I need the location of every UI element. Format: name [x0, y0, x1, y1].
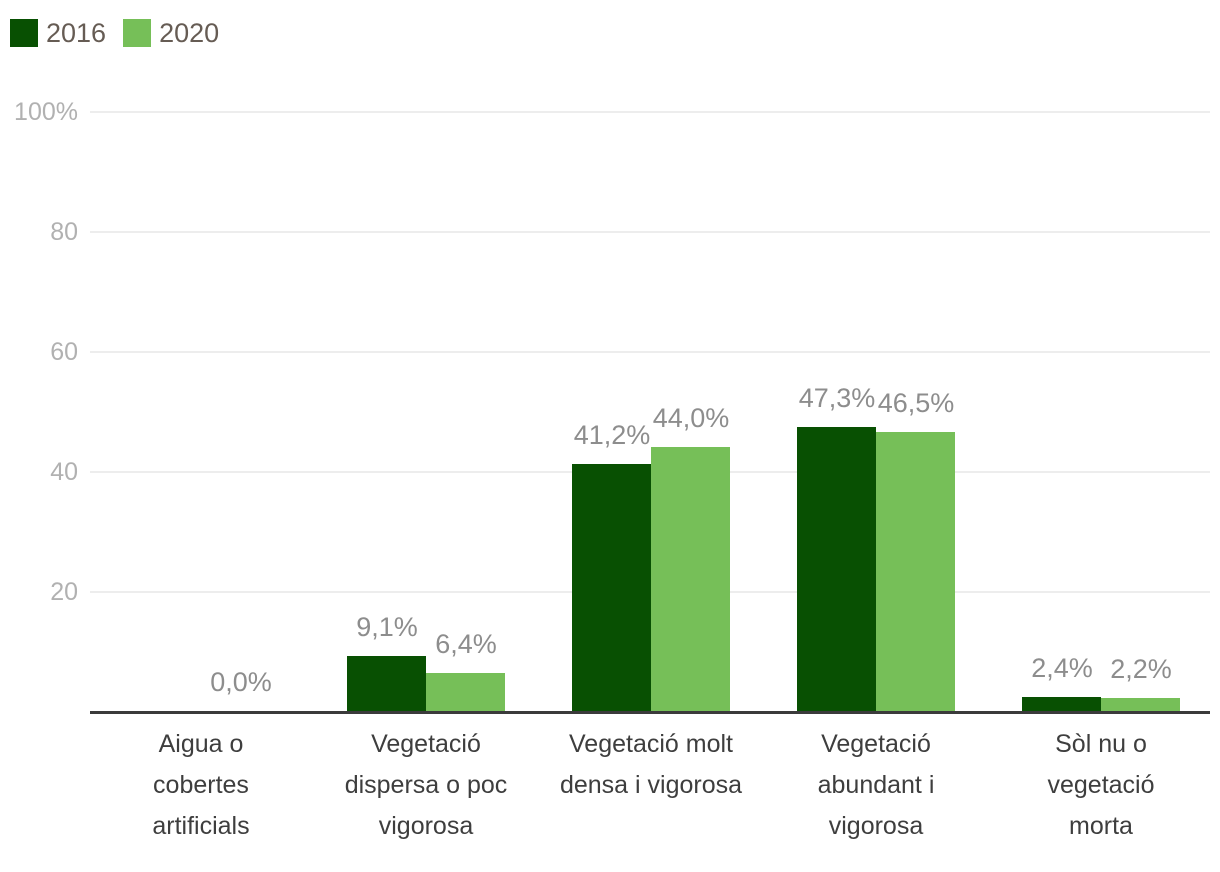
category-label-3: Vegetació molt densa i vigorosa	[559, 730, 743, 799]
y-tick-label: 20	[50, 578, 78, 606]
bar-2016-cat2[interactable]	[347, 656, 426, 711]
legend-swatch-icon-2016	[10, 19, 38, 47]
y-tick-label: 40	[50, 458, 78, 486]
value-label-2016-cat4: 47,3%	[798, 383, 876, 413]
value-label-2020-cat3: 44,0%	[652, 403, 730, 433]
gridline-60	[90, 351, 1210, 353]
y-tick-label: 100%	[14, 98, 78, 126]
bar-2020-cat4[interactable]	[876, 432, 955, 711]
bar-2016-cat3[interactable]	[572, 464, 651, 711]
value-label-2016-cat3: 41,2%	[573, 420, 651, 450]
bar-2016-cat4[interactable]	[797, 427, 876, 711]
value-label-2020-cat5: 2,2%	[1110, 654, 1172, 684]
bar-2020-cat3[interactable]	[651, 447, 730, 711]
legend: 2016 2020	[10, 19, 219, 47]
bar-2020-cat2[interactable]	[426, 673, 505, 711]
gridline-100	[90, 111, 1210, 113]
x-axis-line	[90, 711, 1210, 714]
value-label-2016-cat5: 2,4%	[1031, 653, 1093, 683]
category-label-1: Aigua o cobertes artificials	[152, 730, 250, 840]
value-label-2020-cat4: 46,5%	[877, 388, 955, 418]
value-label-2020-cat1: 0,0%	[210, 667, 272, 697]
legend-label: 2020	[159, 18, 220, 48]
legend-label: 2016	[46, 18, 107, 48]
value-label-2020-cat2: 6,4%	[435, 629, 497, 659]
y-tick-label: 60	[50, 338, 78, 366]
y-tick-label: 80	[50, 218, 78, 246]
category-label-5: Sòl nu o vegetació morta	[1047, 730, 1155, 840]
legend-item-2020[interactable]: 2020	[123, 19, 219, 47]
value-label-2016-cat2: 9,1%	[356, 612, 418, 642]
bar-2020-cat5[interactable]	[1101, 698, 1180, 711]
category-label-2: Vegetació dispersa o poc vigorosa	[344, 730, 508, 840]
legend-swatch-icon-2020	[123, 19, 152, 47]
gridline-80	[90, 231, 1210, 233]
category-label-4: Vegetació abundant i vigorosa	[817, 730, 935, 840]
legend-item-2016[interactable]: 2016	[10, 19, 106, 47]
bar-2016-cat5[interactable]	[1022, 697, 1101, 711]
